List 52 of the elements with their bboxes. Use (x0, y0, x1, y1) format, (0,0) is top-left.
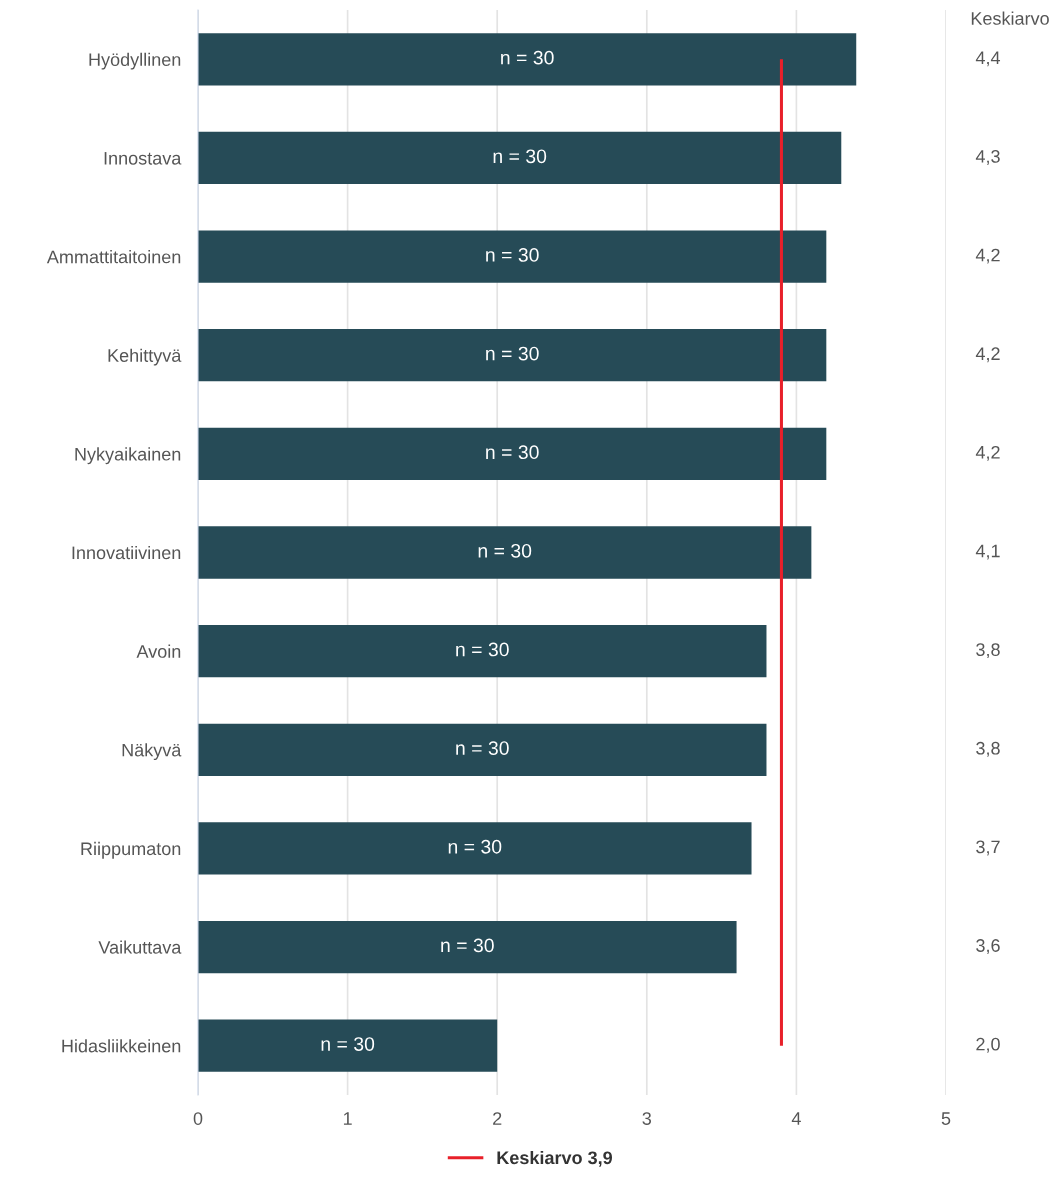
data-label: 2,0 (976, 1037, 1000, 1053)
bar (198, 920, 737, 974)
y-tick-label: Vaikuttava (98, 940, 182, 954)
data-label: 4,1 (975, 544, 1000, 560)
data-label: 4,2 (975, 248, 1000, 264)
text: Keskiarvo (971, 11, 1049, 25)
x-tick-label: 1 (343, 1112, 352, 1125)
data-label: 4,2 (975, 445, 1000, 461)
legend-label: Keskiarvo 3,9 (497, 1150, 613, 1167)
data-label: 3,7 (976, 840, 1000, 856)
x-tick-label: 4 (791, 1112, 801, 1125)
y-tick-label: Innovatiivinen (72, 545, 181, 560)
annotation: n = 30 (501, 50, 554, 65)
annotation: n = 30 (486, 346, 539, 361)
x-tick-label: 2 (493, 1112, 502, 1125)
annotation: n = 30 (321, 1037, 375, 1051)
bar (198, 822, 752, 875)
x-tick-label: 3 (642, 1112, 652, 1125)
annotation: n = 30 (478, 543, 532, 558)
annotation: n = 30 (486, 248, 539, 262)
y-tick-label: Hidasliikkeinen (62, 1039, 181, 1053)
annotation: n = 30 (441, 938, 494, 953)
data-label: 4,3 (975, 150, 1000, 165)
bar (198, 33, 857, 86)
bar (198, 131, 842, 185)
annotation: n = 30 (448, 839, 502, 854)
bar (198, 1019, 498, 1072)
x-tick-label: 0 (193, 1112, 203, 1125)
bar (198, 230, 827, 283)
data-label: 4,2 (975, 347, 1000, 363)
y-tick-label: Ammattitaitoinen (46, 250, 181, 264)
y-tick-label: Riippumaton (81, 841, 181, 859)
annotation: n = 30 (493, 149, 547, 164)
y-tick-label: Avoin (136, 644, 181, 658)
y-tick-label: Hyödyllinen (89, 52, 181, 70)
bar (198, 329, 827, 382)
y-tick-label: Näkyvä (122, 743, 182, 761)
y-tick-label: Innostava (104, 152, 182, 165)
x-tick-label: 5 (941, 1112, 951, 1125)
bar (198, 427, 827, 480)
data-label: 4,4 (975, 51, 1001, 67)
annotation: n = 30 (456, 642, 509, 657)
data-label: 3,8 (976, 643, 1000, 659)
bar (198, 526, 812, 579)
data-label: 3,8 (976, 741, 1000, 757)
y-tick-label: Kehittyvä (108, 348, 182, 366)
y-tick-label: Nykyaikainen (75, 447, 181, 465)
annotation: n = 30 (456, 741, 509, 755)
bar (198, 625, 767, 678)
annotation: n = 30 (486, 445, 539, 460)
bar (198, 723, 767, 776)
data-label: 3,6 (976, 939, 1000, 955)
